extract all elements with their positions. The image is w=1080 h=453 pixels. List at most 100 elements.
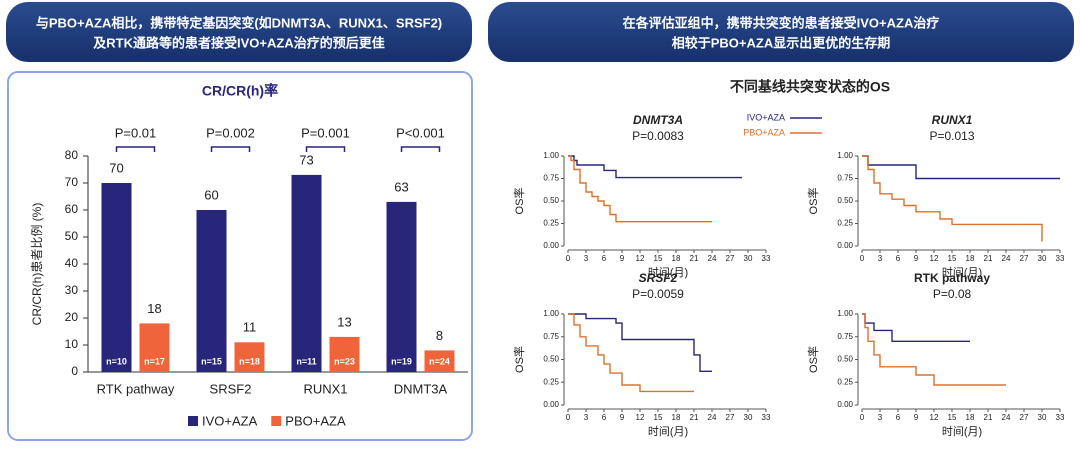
km-curve: [568, 313, 712, 372]
y-axis-label: OS率: [806, 188, 820, 215]
y-tick-label: 0.00: [543, 400, 559, 409]
x-tick-label: 30: [1038, 254, 1047, 263]
bar: [386, 201, 417, 372]
x-tick-label: 24: [1002, 254, 1011, 263]
value-label: 73: [299, 152, 313, 167]
chart-title: CR/CR(h)率: [202, 83, 278, 99]
x-tick-label: 21: [690, 254, 699, 263]
x-tick-label: 12: [636, 413, 645, 422]
y-tick-label: 0.00: [837, 241, 853, 250]
bar: [234, 342, 265, 372]
x-tick-label: 24: [708, 254, 717, 263]
x-tick-label: 27: [1020, 254, 1029, 263]
x-tick-label: 3: [878, 413, 883, 422]
x-tick-label: RUNX1: [303, 381, 347, 396]
x-tick-label: 3: [584, 254, 589, 263]
y-tick-label: 1.00: [543, 151, 559, 160]
y-tick-label: 0.75: [543, 174, 559, 183]
x-tick-label: 12: [636, 254, 645, 263]
p-bracket: [115, 146, 156, 152]
x-tick-label: 33: [1056, 413, 1065, 422]
header-text: 及RTK通路等的患者接受IVO+AZA治疗的预后更佳: [93, 35, 384, 50]
x-tick-label: 9: [914, 413, 919, 422]
legend-label: PBO+AZA: [285, 413, 346, 428]
y-tick-label: 0.50: [837, 355, 853, 364]
km-p-value: P=0.08: [933, 287, 972, 301]
x-tick-label: 9: [914, 254, 919, 263]
p-value: P=0.01: [115, 125, 157, 140]
km-title: DNMT3A: [633, 113, 683, 127]
km-curve: [862, 155, 1060, 180]
km-curve: [862, 313, 1006, 386]
y-tick-label: 40: [65, 256, 79, 270]
y-axis-label: OS率: [512, 346, 526, 373]
km-p-value: P=0.0083: [632, 129, 684, 143]
x-tick-label: 3: [584, 413, 589, 422]
x-tick-label: 27: [726, 413, 735, 422]
y-tick-label: 70: [65, 175, 79, 189]
x-tick-label: 0: [566, 413, 571, 422]
n-label: n=15: [201, 356, 222, 366]
x-tick-label: 18: [672, 413, 681, 422]
y-tick-label: 1.00: [837, 309, 853, 318]
p-value: P<0.001: [396, 125, 445, 140]
y-tick-label: 80: [65, 148, 79, 162]
y-tick-label: 0.75: [543, 332, 559, 341]
x-tick-label: 21: [984, 413, 993, 422]
y-tick-label: 0.50: [543, 355, 559, 364]
x-tick-label: 6: [896, 254, 901, 263]
header-text: 在各评估亚组中，携带共突变的患者接受IVO+AZA治疗: [623, 15, 940, 30]
header-text: 与PBO+AZA相比，携带特定基因突变(如DNMT3A、RUNX1、SRSF2): [36, 15, 442, 30]
y-tick-label: 0.25: [543, 219, 559, 228]
n-label: n=18: [239, 356, 260, 366]
x-tick-label: 27: [726, 254, 735, 263]
x-axis-label: 时间(月): [942, 425, 982, 438]
legend-label: IVO+AZA: [747, 112, 785, 122]
p-bracket: [305, 146, 346, 152]
km-curve: [568, 155, 712, 223]
p-bracket: [210, 146, 251, 152]
legend-label: IVO+AZA: [202, 413, 258, 428]
x-tick-label: 18: [672, 254, 681, 263]
x-tick-label: RTK pathway: [97, 381, 175, 396]
y-axis-label: OS率: [512, 188, 526, 215]
value-label: 60: [204, 187, 218, 202]
x-tick-label: DNMT3A: [394, 381, 448, 396]
os-title: 不同基线共突变状态的OS: [730, 79, 890, 95]
x-tick-label: 18: [966, 413, 975, 422]
n-label: n=11: [296, 356, 316, 366]
x-tick-label: 0: [860, 413, 865, 422]
n-label: n=19: [391, 356, 412, 366]
km-title: RUNX1: [932, 113, 973, 127]
y-tick-label: 0: [71, 364, 78, 378]
km-p-value: P=0.0059: [632, 287, 684, 301]
legend-swatch: [271, 416, 282, 426]
y-tick-label: 1.00: [837, 151, 853, 160]
x-axis-label: 时间(月): [942, 266, 982, 279]
header-text: 相较于PBO+AZA显示出更优的生存期: [672, 35, 890, 50]
x-tick-label: 24: [1002, 413, 1011, 422]
x-tick-label: SRSF2: [210, 381, 252, 396]
header-right-box: [488, 2, 1074, 62]
x-tick-label: 9: [620, 413, 625, 422]
x-tick-label: 0: [860, 254, 865, 263]
n-label: n=17: [144, 356, 165, 366]
y-tick-label: 60: [65, 202, 79, 216]
p-value: P=0.002: [206, 125, 255, 140]
x-tick-label: 33: [1056, 254, 1065, 263]
y-tick-label: 1.00: [543, 309, 559, 318]
x-tick-label: 18: [966, 254, 975, 263]
y-tick-label: 0.75: [837, 174, 853, 183]
km-p-value: P=0.013: [929, 129, 974, 143]
y-tick-label: 0.25: [543, 377, 559, 386]
bar: [424, 350, 455, 372]
y-axis-label: CR/CR(h)患者比例 (%): [30, 203, 44, 326]
km-curve: [862, 155, 1043, 242]
bar: [139, 323, 170, 372]
n-label: n=23: [334, 356, 355, 366]
km-title: RTK pathway: [914, 271, 990, 285]
km-curve: [568, 155, 742, 179]
x-tick-label: 12: [930, 254, 939, 263]
